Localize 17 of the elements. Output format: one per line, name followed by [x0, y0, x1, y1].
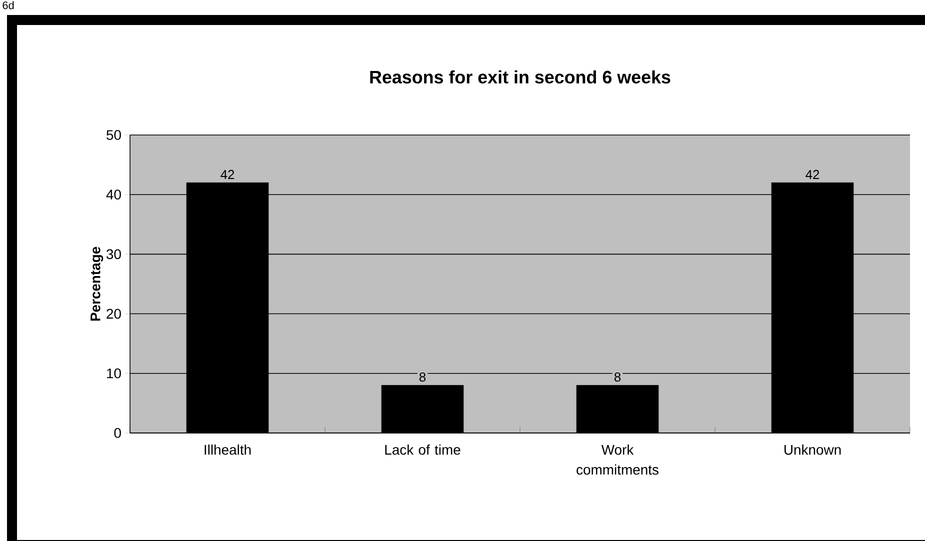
data-label: 8 — [419, 372, 426, 382]
y-tick-label: 50 — [106, 130, 121, 140]
text: 6d — [2, 1, 14, 10]
x-tick-label: Unknown — [784, 444, 841, 455]
x-tick-label: Work commitments — [576, 444, 658, 475]
chart-title: Reasons for exit in second 6 weeks — [370, 70, 670, 84]
y-tick-label: 0 — [114, 428, 121, 438]
y-axis-title: Percentage — [90, 246, 104, 321]
data-label: 42 — [806, 170, 820, 179]
y-tick-label: 30 — [106, 249, 121, 260]
y-tick-label: 10 — [107, 368, 121, 378]
x-tick-label: Lack of time — [385, 444, 460, 455]
y-tick-label: 40 — [106, 190, 121, 200]
data-label: 8 — [614, 372, 621, 382]
x-tick-label: Illhealth — [204, 444, 251, 455]
y-tick-label: 20 — [106, 308, 121, 319]
data-label: 42 — [220, 170, 234, 179]
